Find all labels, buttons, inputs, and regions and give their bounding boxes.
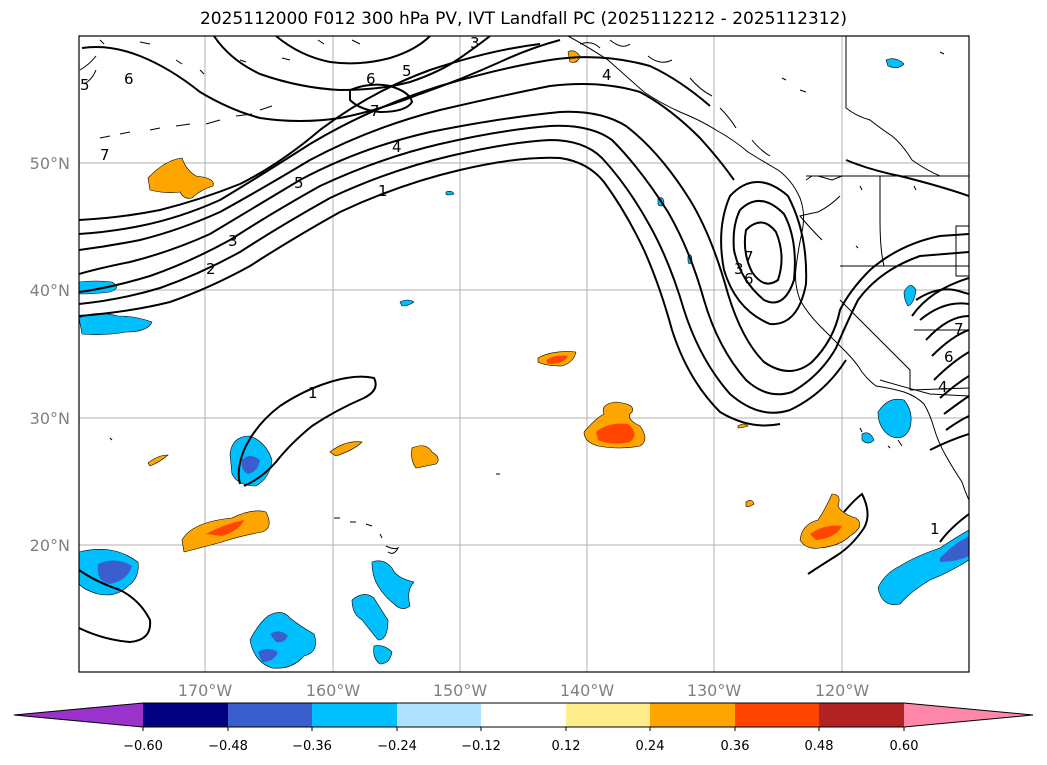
- contour-label: 4: [602, 66, 612, 84]
- lon-label: 150°W: [433, 681, 488, 700]
- lat-label: 40°N: [30, 281, 70, 300]
- colorbar-extend-high: [904, 703, 1033, 727]
- colorbar-segment: [650, 703, 735, 727]
- contour-label: 1: [930, 520, 940, 538]
- colorbar-tick-label: 0.48: [805, 739, 834, 754]
- lon-label: 160°W: [306, 681, 361, 700]
- colorbar-tick-label: −0.60: [123, 739, 163, 754]
- colorbar-tick-label: 0.36: [721, 739, 750, 754]
- contour-label: 7: [744, 248, 754, 266]
- colorbar-segment: [312, 703, 397, 727]
- lon-label: 140°W: [560, 681, 615, 700]
- lon-label: 170°W: [178, 681, 233, 700]
- colorbar-tick-label: −0.48: [208, 739, 248, 754]
- lon-label: 120°W: [815, 681, 870, 700]
- contour-label: 2: [206, 260, 216, 278]
- colorbar-segment: [397, 703, 481, 727]
- contour-label: 3: [734, 260, 744, 278]
- coastlines: [567, 36, 969, 501]
- ivt-contours: [79, 36, 969, 644]
- contour-labels: 5 6 7 3 5 6 7 4 4 5 1 3 2 1 7 3 6 7 6 4 …: [80, 34, 964, 538]
- colorbar-segment: [143, 703, 228, 727]
- colorbar-tick-label: 0.24: [636, 739, 665, 754]
- contour-label: 6: [744, 270, 754, 288]
- latitude-labels: 50°N 40°N 30°N 20°N: [30, 154, 70, 555]
- longitude-labels: 170°W 160°W 150°W 140°W 130°W 120°W: [178, 681, 870, 700]
- map-title: 2025112000 F012 300 hPa PV, IVT Landfall…: [199, 9, 847, 29]
- colorbar-segment: [566, 703, 650, 727]
- islands: [79, 39, 945, 554]
- pv-positive-fills: [147, 50, 861, 553]
- contour-label: 1: [308, 384, 318, 402]
- pv-negative-fills: [79, 58, 969, 669]
- contour-label: 5: [80, 76, 90, 94]
- colorbar-segment: [819, 703, 904, 727]
- contour-label: 7: [954, 320, 964, 338]
- colorbar-segment: [228, 703, 312, 727]
- colorbar-segment: [481, 703, 566, 727]
- colorbar-tick-label: 0.60: [890, 739, 919, 754]
- contour-label: 3: [228, 232, 238, 250]
- contour-label: 7: [370, 102, 380, 120]
- lat-label: 20°N: [30, 536, 70, 555]
- colorbar-extend-low: [14, 703, 143, 727]
- colorbar-segment: [735, 703, 819, 727]
- colorbar-tick-label: −0.24: [377, 739, 417, 754]
- map-frame: [78, 35, 970, 673]
- contour-label: 6: [944, 348, 954, 366]
- map-panel: [79, 36, 969, 672]
- contour-label: 7: [100, 146, 110, 164]
- contour-label: 4: [392, 138, 402, 156]
- colorbar-tick-label: −0.12: [461, 739, 501, 754]
- contour-label: 5: [402, 62, 412, 80]
- contour-label: 1: [378, 182, 388, 200]
- colorbar-tick-label: −0.36: [292, 739, 332, 754]
- contour-label: 6: [124, 70, 134, 88]
- colorbar-tick-label: 0.12: [552, 739, 581, 754]
- colorbar: −0.60 −0.48 −0.36 −0.24 −0.12 0.12 0.24 …: [13, 702, 1034, 754]
- lon-label: 130°W: [687, 681, 742, 700]
- lat-label: 50°N: [30, 154, 70, 173]
- contour-label: 6: [366, 70, 376, 88]
- contour-label: 5: [294, 174, 304, 192]
- contour-label: 3: [470, 34, 480, 52]
- contour-label: 4: [938, 378, 948, 396]
- lat-label: 30°N: [30, 409, 70, 428]
